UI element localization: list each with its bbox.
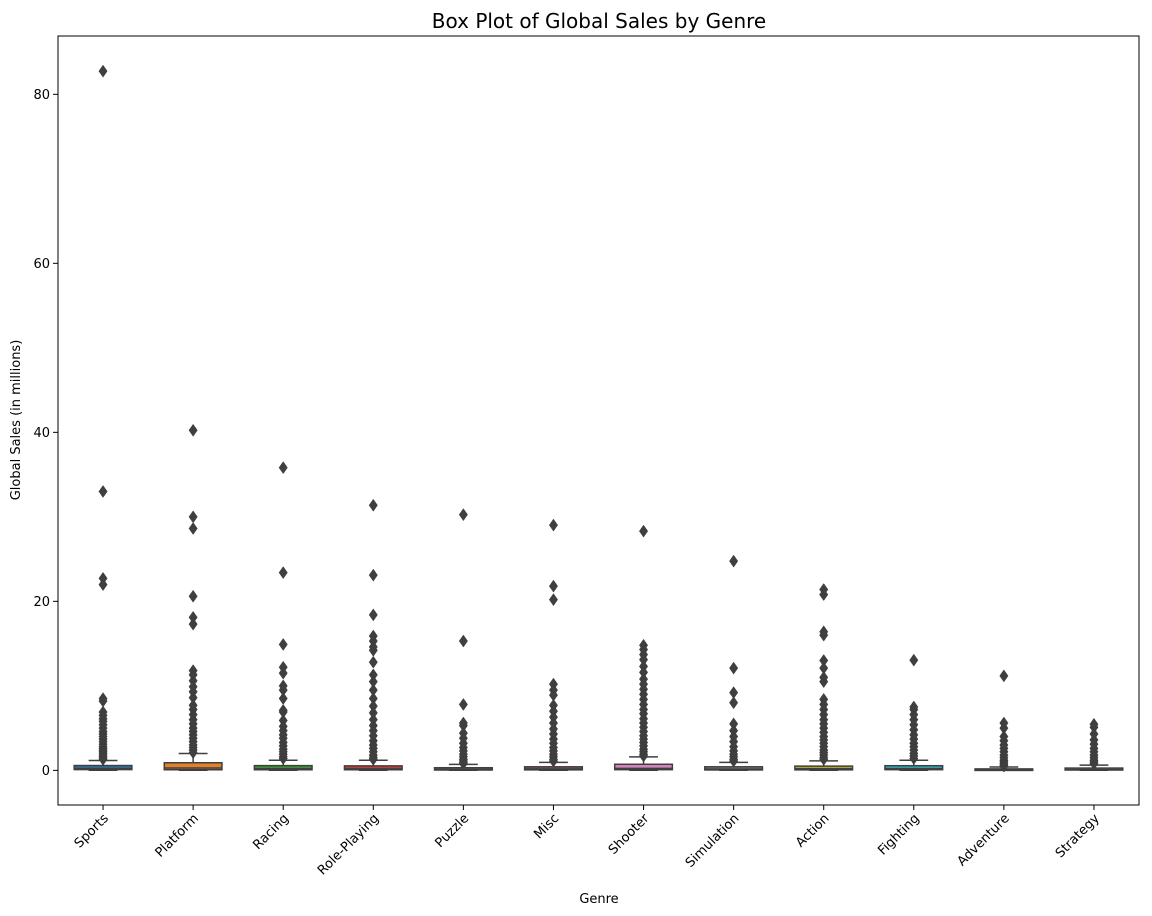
- box-shooter: [613, 524, 674, 772]
- box-body: [343, 765, 403, 771]
- outlier-point: [278, 461, 288, 475]
- outlier-point: [819, 628, 829, 642]
- outlier-point: [98, 485, 108, 498]
- y-tick-label: 0: [42, 764, 50, 779]
- outlier-point: [548, 579, 558, 593]
- outlier-point: [98, 64, 108, 78]
- outlier-point: [98, 752, 108, 766]
- y-tick-label: 60: [33, 257, 50, 272]
- box-role-playing: [343, 498, 403, 772]
- x-tick-label: Adventure: [955, 811, 1013, 869]
- outlier-point: [278, 752, 288, 765]
- outlier-point: [458, 508, 468, 522]
- box-body: [163, 761, 223, 771]
- box-misc: [523, 518, 584, 772]
- outlier-point: [729, 696, 739, 710]
- y-tick-label: 40: [33, 426, 50, 441]
- x-axis: Sports Platform Racing Role-Playing Puzzle Mi…: [72, 805, 1103, 878]
- outlier-point: [188, 617, 198, 631]
- chart-title: Box Plot of Global Sales by Genre: [432, 9, 766, 33]
- outlier-point: [458, 698, 468, 711]
- x-tick-label: Shooter: [606, 811, 653, 858]
- outlier-point: [819, 675, 829, 689]
- outlier-point: [368, 655, 378, 669]
- outlier-point: [368, 752, 378, 766]
- box-puzzle: [433, 508, 493, 772]
- outlier-point: [548, 593, 558, 607]
- outlier-point: [819, 588, 829, 602]
- outlier-point: [909, 653, 919, 667]
- outlier-point: [188, 589, 198, 603]
- outlier-point: [98, 578, 108, 592]
- outlier-point: [639, 524, 649, 538]
- x-tick-label: Puzzle: [433, 811, 473, 851]
- x-axis-label: Genre: [579, 892, 618, 907]
- box-series: [73, 64, 1124, 773]
- outlier-point: [999, 669, 1009, 683]
- box-body: [794, 765, 854, 771]
- y-axis: 0 20 40 60 80: [33, 88, 58, 779]
- plot-frame: [57, 35, 1140, 806]
- outlier-point: [729, 554, 739, 568]
- box-action: [794, 583, 854, 772]
- x-tick-label: Role-Playing: [315, 811, 382, 878]
- y-tick-label: 20: [33, 595, 50, 610]
- box-fighting: [884, 653, 944, 772]
- outlier-point: [909, 752, 919, 765]
- box-platform: [163, 423, 223, 772]
- outlier-point: [639, 749, 649, 763]
- outlier-point: [729, 754, 739, 768]
- x-tick-label: Misc: [531, 811, 562, 842]
- outlier-point: [188, 522, 198, 535]
- outlier-point: [188, 510, 198, 524]
- y-axis-label: Global Sales (in millions): [9, 340, 24, 501]
- box-body: [253, 764, 313, 771]
- outlier-point: [458, 757, 468, 771]
- x-tick-label: Simulation: [683, 811, 743, 871]
- x-tick-label: Platform: [153, 811, 202, 860]
- outlier-point: [1089, 757, 1099, 771]
- outlier-point: [278, 666, 288, 680]
- outlier-point: [278, 692, 288, 705]
- outlier-point: [819, 752, 829, 766]
- outlier-point: [368, 568, 378, 582]
- box-body: [613, 763, 674, 771]
- x-tick-label: Racing: [250, 811, 292, 853]
- outlier-point: [729, 661, 739, 675]
- x-tick-label: Sports: [72, 811, 112, 851]
- outlier-point: [999, 759, 1009, 773]
- outlier-point: [278, 638, 288, 651]
- x-tick-label: Strategy: [1053, 811, 1103, 861]
- outlier-point: [548, 518, 558, 532]
- outlier-point: [458, 634, 468, 648]
- outlier-point: [188, 423, 198, 437]
- outlier-point: [548, 754, 558, 768]
- outlier-point: [368, 498, 378, 512]
- plot-area: 0 20 40 60 80 Sports Platform Racing Role-Playi…: [33, 35, 1140, 878]
- x-tick-label: Fighting: [875, 811, 922, 858]
- y-tick-label: 80: [33, 88, 50, 103]
- outlier-point: [278, 566, 288, 580]
- box-simulation: [704, 554, 764, 772]
- outlier-point: [188, 746, 198, 760]
- box-racing: [253, 461, 313, 772]
- box-strategy: [1064, 717, 1124, 772]
- x-tick-label: Action: [793, 811, 832, 850]
- box-adventure: [974, 669, 1034, 773]
- outlier-point: [368, 608, 378, 622]
- box-sports: [73, 64, 133, 772]
- box-body: [884, 764, 944, 771]
